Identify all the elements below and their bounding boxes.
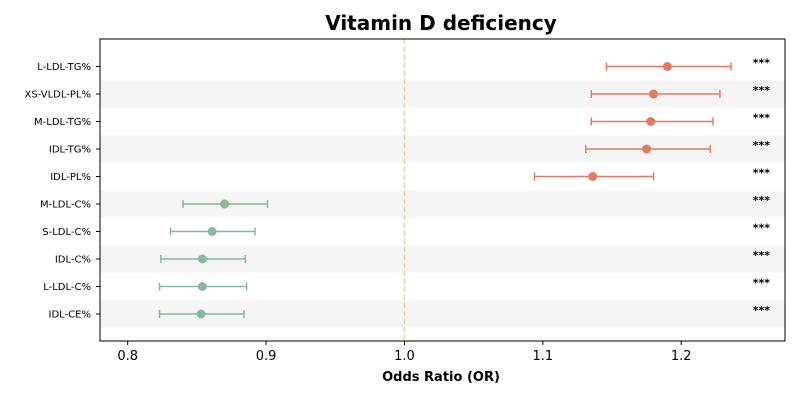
x-tick-label: 0.8 [117,349,138,364]
or-point [588,172,598,181]
row-label: S-LDL-C% [42,227,91,238]
row-label: M-LDL-TG% [34,117,91,128]
significance-label: *** [753,277,771,290]
row-label: IDL-TG% [49,145,91,156]
forest-row: IDL-C% *** [55,249,770,266]
row-label: XS-VLDL-PL% [25,90,91,101]
x-tick-label: 1.1 [532,349,553,364]
row-label: L-LDL-C% [43,282,91,293]
significance-label: *** [753,249,771,262]
forest-row: M-LDL-TG% *** [34,112,770,129]
or-point [197,282,207,291]
forest-row: M-LDL-C% *** [40,194,770,211]
or-point [196,309,206,319]
x-axis-label: Odds Ratio (OR) [382,370,500,385]
x-tick-label: 0.9 [256,349,277,364]
forest-row: L-LDL-TG% *** [37,57,770,74]
x-tick-label: 1.2 [671,349,692,364]
significance-label: *** [753,57,771,70]
or-point [207,227,217,236]
x-axis: 0.8 0.9 1.0 1.1 1.2 [117,341,692,364]
significance-label: *** [753,194,771,207]
or-point [220,199,230,209]
x-tick-label: 1.0 [394,349,415,364]
row-label: IDL-C% [55,255,91,266]
row-label: L-LDL-TG% [37,62,91,73]
row-label: IDL-PL% [50,172,91,183]
or-point [649,89,659,99]
significance-label: *** [753,222,771,235]
forest-row: L-LDL-C% *** [43,277,770,294]
forest-row: XS-VLDL-PL% *** [25,84,771,101]
forest-row: IDL-CE% *** [49,304,771,321]
or-point [642,144,652,154]
row-label: IDL-CE% [49,310,91,321]
or-point [662,62,672,71]
significance-label: *** [753,84,771,97]
significance-label: *** [753,304,771,317]
significance-label: *** [753,139,771,152]
row-label: M-LDL-C% [40,200,91,211]
or-point [197,254,207,264]
or-point [646,117,656,126]
significance-label: *** [753,112,771,125]
forest-row: IDL-TG% *** [49,139,770,156]
plot-frame [99,38,786,342]
forest-row: IDL-PL% *** [50,167,770,184]
data-rows: L-LDL-TG% ***XS-VLDL-PL% ***M-LDL-TG% ***ID… [25,57,771,321]
forest-row: S-LDL-C% *** [42,222,770,239]
chart-title: Vitamin D deficiency [325,11,557,35]
significance-label: *** [753,167,771,180]
